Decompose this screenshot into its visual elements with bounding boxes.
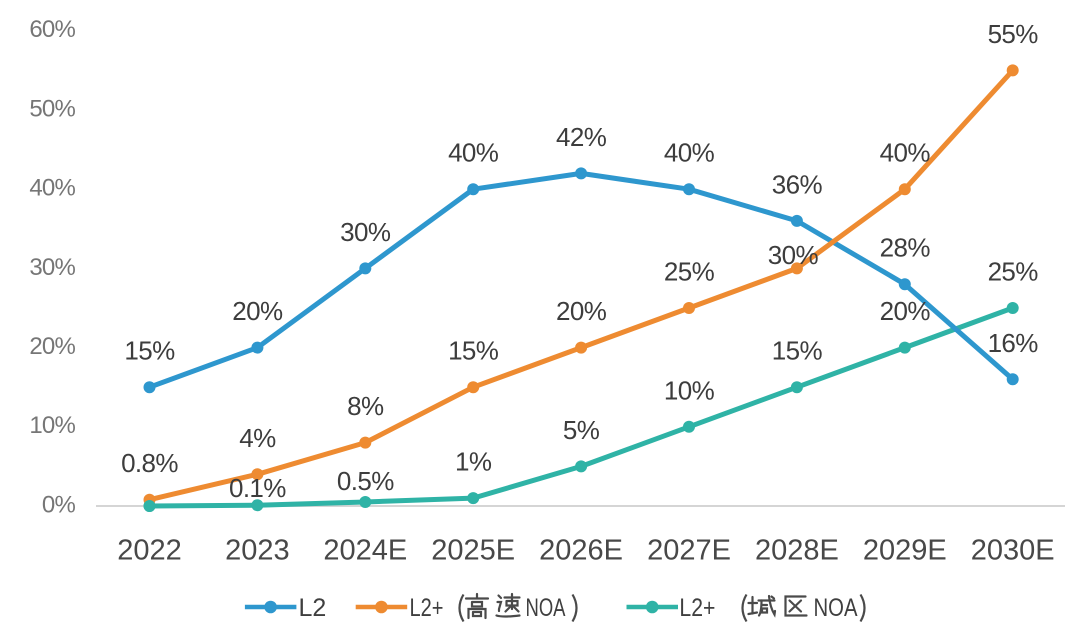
svg-text:60%: 60% [29,16,75,43]
svg-text:8%: 8% [347,391,384,421]
svg-text:L2+: L2+ [679,594,715,622]
svg-text:42%: 42% [556,122,607,152]
svg-text:2024E: 2024E [323,535,407,567]
svg-text:50%: 50% [29,95,75,122]
svg-text:L2: L2 [299,594,327,622]
svg-text:1%: 1% [455,447,492,477]
svg-text:15%: 15% [448,336,499,366]
svg-text:20%: 20% [232,296,283,326]
svg-text:2027E: 2027E [647,535,731,567]
svg-text:2029E: 2029E [863,535,947,567]
svg-text:36%: 36% [772,169,823,199]
svg-text:NOA: NOA [814,594,858,622]
svg-text:2023: 2023 [225,535,290,567]
svg-text:15%: 15% [772,336,823,366]
svg-text:0%: 0% [42,491,76,518]
svg-text:2022: 2022 [117,535,182,567]
svg-text:0.5%: 0.5% [337,466,394,496]
svg-text:30%: 30% [29,254,75,281]
svg-text:20%: 20% [880,296,931,326]
svg-text:20%: 20% [556,296,607,326]
svg-text:2025E: 2025E [431,535,515,567]
svg-text:15%: 15% [124,336,175,366]
svg-text:10%: 10% [664,375,715,405]
svg-text:40%: 40% [448,138,499,168]
svg-text:55%: 55% [988,19,1039,49]
svg-text:5%: 5% [563,415,600,445]
svg-text:0.1%: 0.1% [229,473,286,503]
svg-text:0.8%: 0.8% [121,448,178,478]
svg-text:L2+: L2+ [410,594,444,622]
svg-text:NOA: NOA [526,594,566,622]
svg-text:2026E: 2026E [539,535,623,567]
svg-text:2028E: 2028E [755,535,839,567]
svg-text:16%: 16% [988,328,1039,358]
svg-text:10%: 10% [29,412,75,439]
svg-text:40%: 40% [29,175,75,202]
svg-text:40%: 40% [664,138,715,168]
svg-text:4%: 4% [239,423,276,453]
svg-text:40%: 40% [880,138,931,168]
svg-text:20%: 20% [29,333,75,360]
svg-text:25%: 25% [988,257,1039,287]
svg-text:30%: 30% [768,240,819,270]
svg-text:2030E: 2030E [971,535,1055,567]
svg-text:28%: 28% [880,233,931,263]
svg-text:25%: 25% [664,257,715,287]
svg-text:30%: 30% [340,217,391,247]
